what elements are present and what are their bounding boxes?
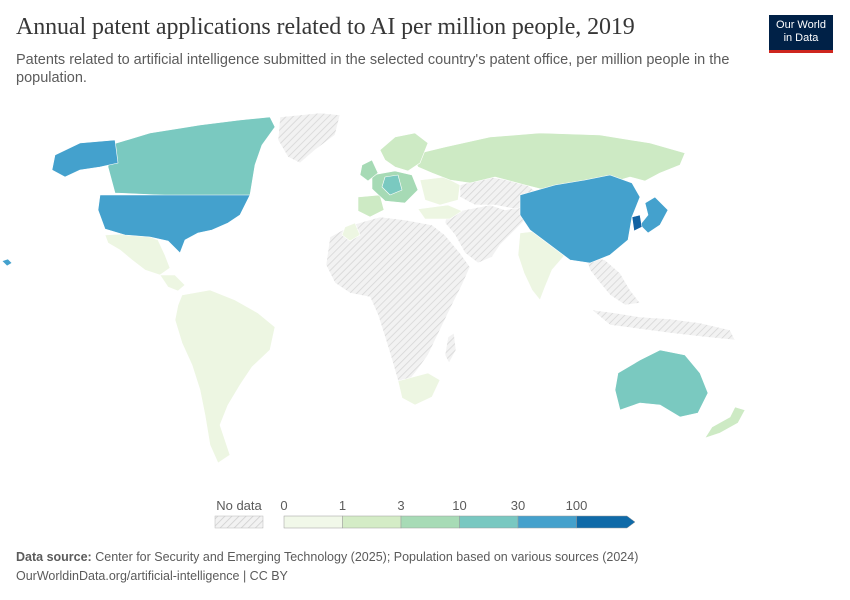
data-source-text: Center for Security and Emerging Technol… [95, 550, 639, 564]
hawaii[interactable] [1, 258, 13, 267]
scandinavia[interactable] [379, 132, 429, 172]
legend-tick-label: 30 [511, 498, 525, 513]
legend-tick-label: 0 [280, 498, 287, 513]
map-legend: No data 0 1 3 10 30 100 [214, 498, 636, 529]
south-america[interactable] [174, 289, 276, 464]
central-america[interactable] [159, 274, 186, 292]
south-korea[interactable] [631, 214, 643, 232]
australia[interactable] [614, 349, 709, 418]
legend-bins: 0 1 3 10 30 100 [280, 498, 636, 529]
legend-swatch-0[interactable] [283, 515, 343, 529]
legend-tick-label: 1 [339, 498, 346, 513]
indonesia[interactable] [591, 309, 736, 341]
uk[interactable] [359, 159, 379, 182]
legend-no-data-label: No data [216, 498, 262, 513]
madagascar[interactable] [444, 332, 457, 364]
legend-swatch-3[interactable] [459, 515, 519, 529]
legend-swatch-4[interactable] [517, 515, 577, 529]
japan[interactable] [639, 196, 669, 234]
chart-title: Annual patent applications related to AI… [16, 14, 635, 40]
data-source-line: Data source: Center for Security and Eme… [16, 548, 638, 567]
germany[interactable] [381, 174, 403, 196]
legend-tick-label: 100 [566, 498, 588, 513]
africa[interactable] [325, 216, 471, 386]
north-africa-coast[interactable] [341, 222, 361, 242]
world-map[interactable] [0, 105, 850, 470]
middle-east[interactable] [444, 204, 526, 264]
legend-tick-label: 3 [397, 498, 404, 513]
alaska[interactable] [51, 139, 119, 178]
logo-line-2: in Data [783, 32, 819, 44]
chart-subtitle: Patents related to artificial intelligen… [16, 52, 730, 86]
eastern-europe[interactable] [419, 176, 461, 206]
southeast-asia[interactable] [584, 254, 641, 306]
footer-url[interactable]: OurWorldinData.org/artificial-intelligen… [16, 569, 288, 583]
turkey[interactable] [417, 204, 463, 220]
greenland[interactable] [277, 112, 341, 164]
canada[interactable] [107, 116, 276, 200]
china[interactable] [519, 174, 641, 264]
south-africa[interactable] [397, 372, 441, 406]
legend-swatch-1[interactable] [342, 515, 402, 529]
legend-swatch-2[interactable] [400, 515, 460, 529]
iberia[interactable] [357, 194, 385, 218]
united-states[interactable] [97, 194, 251, 254]
logo-line-1: Our World [776, 19, 826, 31]
legend-swatch-5[interactable] [576, 515, 636, 529]
legend-no-data-swatch[interactable] [214, 515, 264, 529]
data-source-label: Data source: [16, 550, 92, 564]
owid-logo[interactable]: Our World in Data [769, 15, 833, 53]
new-zealand[interactable] [704, 406, 746, 439]
legend-tick-label: 10 [452, 498, 466, 513]
footer: Data source: Center for Security and Eme… [16, 548, 638, 586]
